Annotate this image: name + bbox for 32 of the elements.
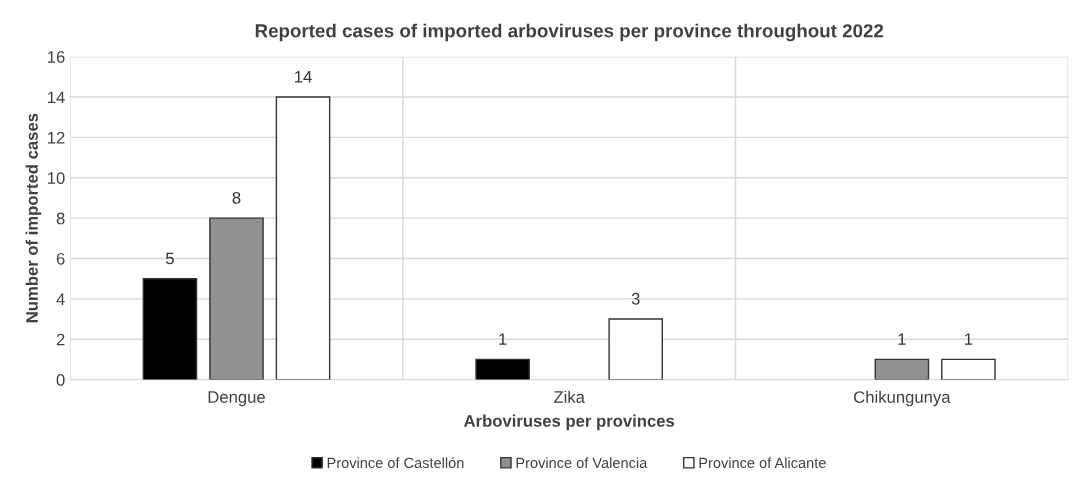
bar — [209, 217, 264, 380]
y-axis-title: Number of imported cases — [25, 113, 42, 323]
y-tick-label: 8 — [56, 212, 65, 225]
legend-label: Province of Valencia — [516, 457, 648, 469]
x-tick-label: Zika — [553, 390, 585, 403]
data-label: 1 — [965, 333, 973, 345]
data-label: 3 — [631, 292, 640, 305]
x-tick-label: Chikungunya — [854, 390, 951, 407]
x-tick-label: Dengue — [208, 391, 265, 407]
bar — [941, 358, 996, 380]
bar — [275, 96, 331, 380]
bar — [608, 318, 664, 380]
data-label: 8 — [232, 191, 241, 204]
y-tick-label: 2 — [56, 333, 65, 346]
bar — [874, 358, 930, 380]
y-tick-label: 0 — [56, 374, 65, 386]
data-label: 5 — [165, 252, 174, 265]
data-label: 14 — [295, 71, 312, 83]
bar — [142, 278, 198, 380]
y-tick-label: 10 — [48, 172, 65, 184]
legend-label: Province of Castellón — [327, 457, 464, 469]
chart-title: Reported cases of imported arboviruses per province throughout 2022 — [255, 23, 884, 42]
legend-label: Province of Alicante — [699, 457, 826, 469]
data-label: 1 — [499, 333, 507, 345]
y-tick-label: 12 — [48, 131, 65, 144]
y-tick-label: 16 — [48, 51, 65, 63]
y-tick-label: 6 — [56, 252, 65, 265]
x-axis-title: Arboviruses per provinces — [464, 414, 675, 431]
data-label: 1 — [898, 333, 906, 345]
bar — [475, 358, 530, 380]
y-tick-label: 4 — [56, 293, 65, 305]
y-tick-label: 14 — [48, 91, 65, 104]
